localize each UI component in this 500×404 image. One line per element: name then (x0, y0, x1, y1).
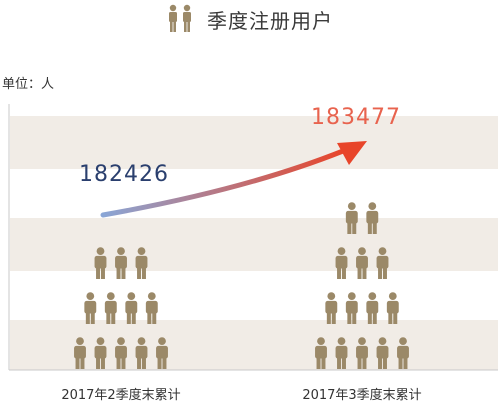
person-icon (104, 292, 117, 324)
person-icon (386, 292, 399, 324)
grid-band (10, 320, 498, 370)
x-tick-label-q3: 2017年3季度末累计 (302, 387, 421, 403)
value-label-q2: 182426 (79, 162, 169, 187)
chart-title: 季度注册用户 (207, 8, 333, 33)
chart-header: 季度注册用户 (0, 0, 500, 38)
person-icon (145, 292, 158, 324)
person-icon (84, 292, 97, 324)
unit-label: 单位：人 (2, 77, 55, 92)
person-icon (125, 292, 138, 324)
x-tick-label-q2: 2017年2季度末累计 (61, 387, 180, 403)
grid-band (10, 116, 498, 169)
value-label-q3: 183477 (311, 105, 401, 130)
trend-arrow (100, 148, 346, 218)
person-icon (325, 292, 338, 324)
people-icon (169, 4, 191, 32)
grid-band (10, 218, 498, 271)
person-icon (366, 292, 379, 324)
person-icon (345, 292, 358, 324)
grid-bands (10, 116, 498, 370)
trend-arrow-head (337, 141, 367, 165)
